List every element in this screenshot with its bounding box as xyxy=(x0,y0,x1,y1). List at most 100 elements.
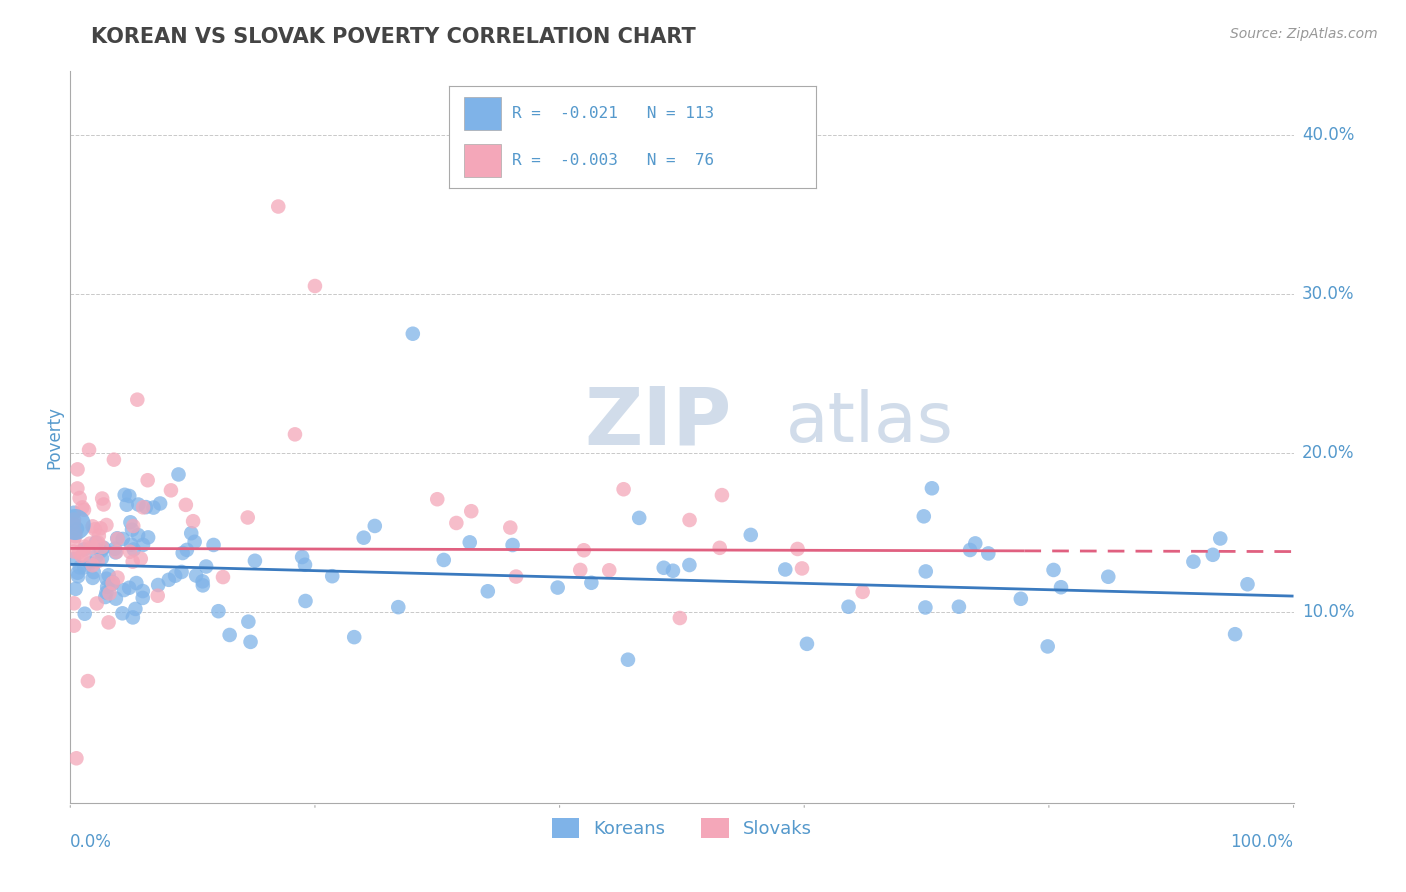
Point xyxy=(121,523,143,537)
Point xyxy=(239,635,262,649)
Point xyxy=(669,611,692,625)
Point xyxy=(709,541,731,555)
Point xyxy=(678,558,700,572)
Point xyxy=(120,516,142,530)
Point xyxy=(1036,640,1059,654)
Point xyxy=(104,541,127,556)
Point xyxy=(90,551,112,566)
Point xyxy=(172,546,194,560)
Point xyxy=(65,525,87,540)
Point xyxy=(124,602,146,616)
Point xyxy=(104,545,127,559)
Point xyxy=(502,538,524,552)
Point xyxy=(127,392,149,407)
Point xyxy=(132,591,155,605)
Text: atlas: atlas xyxy=(786,389,953,456)
Point xyxy=(180,526,202,541)
Point xyxy=(66,482,89,496)
Point xyxy=(121,610,143,624)
Point xyxy=(105,545,128,559)
Point xyxy=(63,517,86,532)
Point xyxy=(111,607,134,621)
Point xyxy=(90,521,112,535)
Point xyxy=(914,565,936,579)
Text: 0.0%: 0.0% xyxy=(70,833,112,851)
Point xyxy=(304,279,326,293)
Point xyxy=(87,529,110,543)
Point xyxy=(105,531,128,545)
Point xyxy=(97,568,120,582)
Point xyxy=(63,596,86,610)
Point xyxy=(73,607,96,621)
Point xyxy=(426,492,449,507)
Point xyxy=(343,630,366,644)
Point xyxy=(87,554,110,568)
Point xyxy=(86,549,108,563)
Point xyxy=(111,532,134,546)
Point xyxy=(66,522,89,536)
Point xyxy=(267,200,290,214)
Point xyxy=(183,534,205,549)
Point xyxy=(97,615,120,630)
Point xyxy=(387,600,409,615)
Point xyxy=(1042,563,1064,577)
Point xyxy=(202,538,225,552)
Point xyxy=(160,483,183,498)
Point xyxy=(63,533,86,547)
Point xyxy=(353,531,375,545)
Point xyxy=(107,571,129,585)
Point xyxy=(1236,577,1258,591)
Point xyxy=(364,519,387,533)
Point xyxy=(914,600,936,615)
Point xyxy=(63,517,86,532)
Point xyxy=(103,452,125,467)
Legend: Koreans, Slovaks: Koreans, Slovaks xyxy=(544,811,820,845)
Text: 20.0%: 20.0% xyxy=(1302,444,1354,462)
Point xyxy=(181,514,204,528)
Point xyxy=(959,543,981,558)
Point xyxy=(170,565,193,579)
Point xyxy=(912,509,935,524)
Point xyxy=(67,569,90,583)
Point xyxy=(146,578,169,592)
Point xyxy=(294,594,316,608)
Point xyxy=(572,543,595,558)
Point xyxy=(446,516,468,530)
Point xyxy=(790,561,813,575)
Point xyxy=(1223,627,1246,641)
Point xyxy=(1010,591,1032,606)
Point xyxy=(82,519,104,533)
Point xyxy=(294,558,316,572)
Point xyxy=(94,590,117,604)
Point xyxy=(72,548,94,562)
Point xyxy=(77,442,100,457)
Point xyxy=(477,584,499,599)
Point xyxy=(505,569,527,583)
Point xyxy=(284,427,307,442)
Point xyxy=(127,528,149,542)
Point xyxy=(69,491,91,505)
Point xyxy=(977,546,1000,560)
Point xyxy=(100,578,122,592)
Point xyxy=(122,542,145,557)
Point xyxy=(921,481,943,495)
Point xyxy=(238,615,260,629)
Point xyxy=(652,561,675,575)
Point xyxy=(129,551,152,566)
Point xyxy=(66,566,89,580)
Point xyxy=(82,558,104,573)
Point xyxy=(73,542,96,557)
Point xyxy=(65,582,87,596)
Point xyxy=(458,535,481,549)
Point xyxy=(80,541,103,555)
Point xyxy=(65,529,87,543)
Point xyxy=(96,572,118,586)
Point xyxy=(236,510,259,524)
Point xyxy=(96,518,118,533)
Point xyxy=(1097,570,1119,584)
Point xyxy=(90,544,112,558)
Text: KOREAN VS SLOVAK POVERTY CORRELATION CHART: KOREAN VS SLOVAK POVERTY CORRELATION CHA… xyxy=(91,27,696,46)
Point xyxy=(125,576,148,591)
Text: Source: ZipAtlas.com: Source: ZipAtlas.com xyxy=(1230,27,1378,41)
Point xyxy=(146,589,169,603)
